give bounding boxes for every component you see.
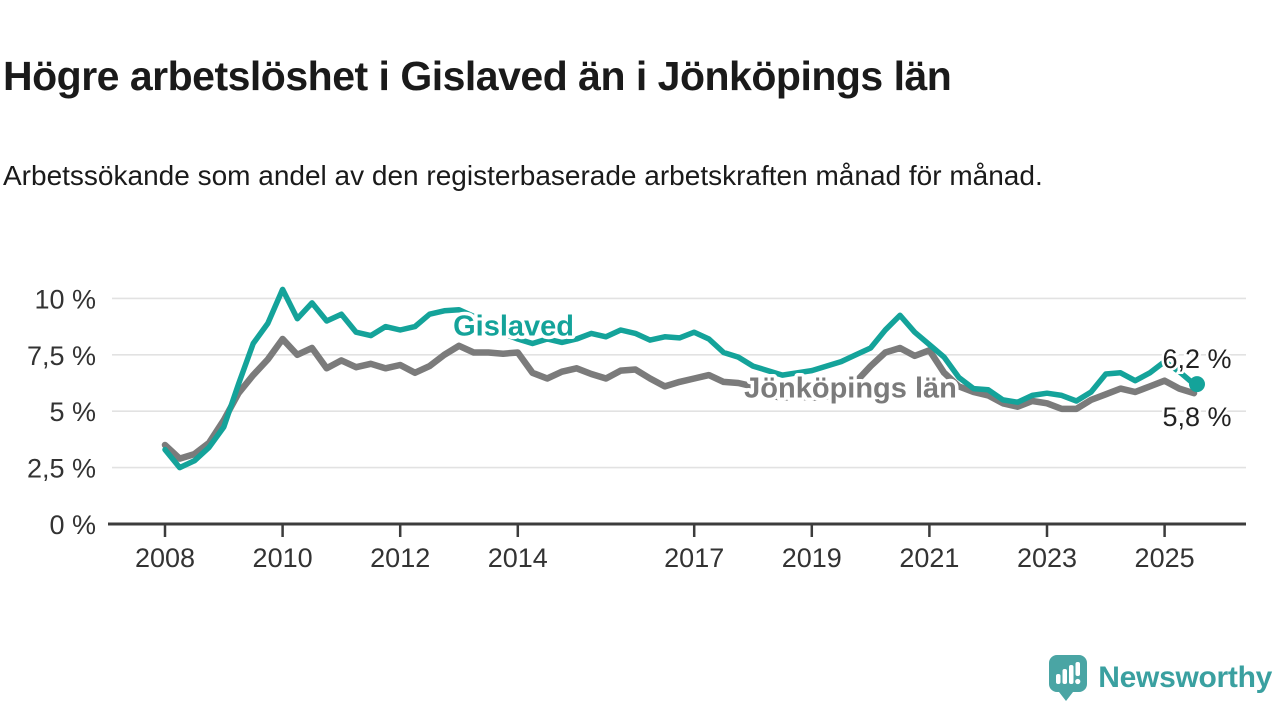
series-end-dot (1189, 376, 1205, 393)
y-tick-label: 0 % (49, 510, 96, 540)
series-end-value-label: 5,8 % (1162, 402, 1231, 432)
x-tick-label: 2010 (253, 543, 313, 573)
x-tick-label: 2025 (1135, 543, 1195, 573)
x-tick-label: 2023 (1017, 543, 1077, 573)
chart-title: Högre arbetslöshet i Gislaved än i Jönkö… (3, 53, 952, 100)
x-tick-label: 2017 (664, 543, 724, 573)
newsworthy-logo: Newsworthy (1048, 654, 1272, 702)
series-line-j-nk-pings-l-n (161, 335, 1198, 462)
x-tick-label: 2008 (135, 543, 195, 573)
series-label-gislaved: Gislaved (453, 311, 574, 343)
y-tick-label: 2,5 % (27, 454, 96, 484)
x-tick-label: 2021 (899, 543, 959, 573)
y-tick-label: 10 % (34, 284, 96, 314)
newsworthy-icon (1049, 655, 1088, 701)
x-tick-label: 2019 (782, 543, 842, 573)
chart-subtitle: Arbetssökande som andel av den registerb… (3, 160, 1043, 191)
x-tick-label: 2012 (370, 543, 430, 573)
series-end-value-label: 6,2 % (1162, 344, 1231, 374)
y-tick-label: 7,5 % (27, 341, 96, 371)
x-tick-label: 2014 (488, 543, 548, 573)
newsworthy-logo-text: Newsworthy (1098, 661, 1272, 694)
series-line-gislaved (162, 286, 1197, 471)
y-tick-label: 5 % (49, 397, 96, 427)
series-label-j-nk-pings-l-n: Jönköpings län (744, 373, 957, 405)
